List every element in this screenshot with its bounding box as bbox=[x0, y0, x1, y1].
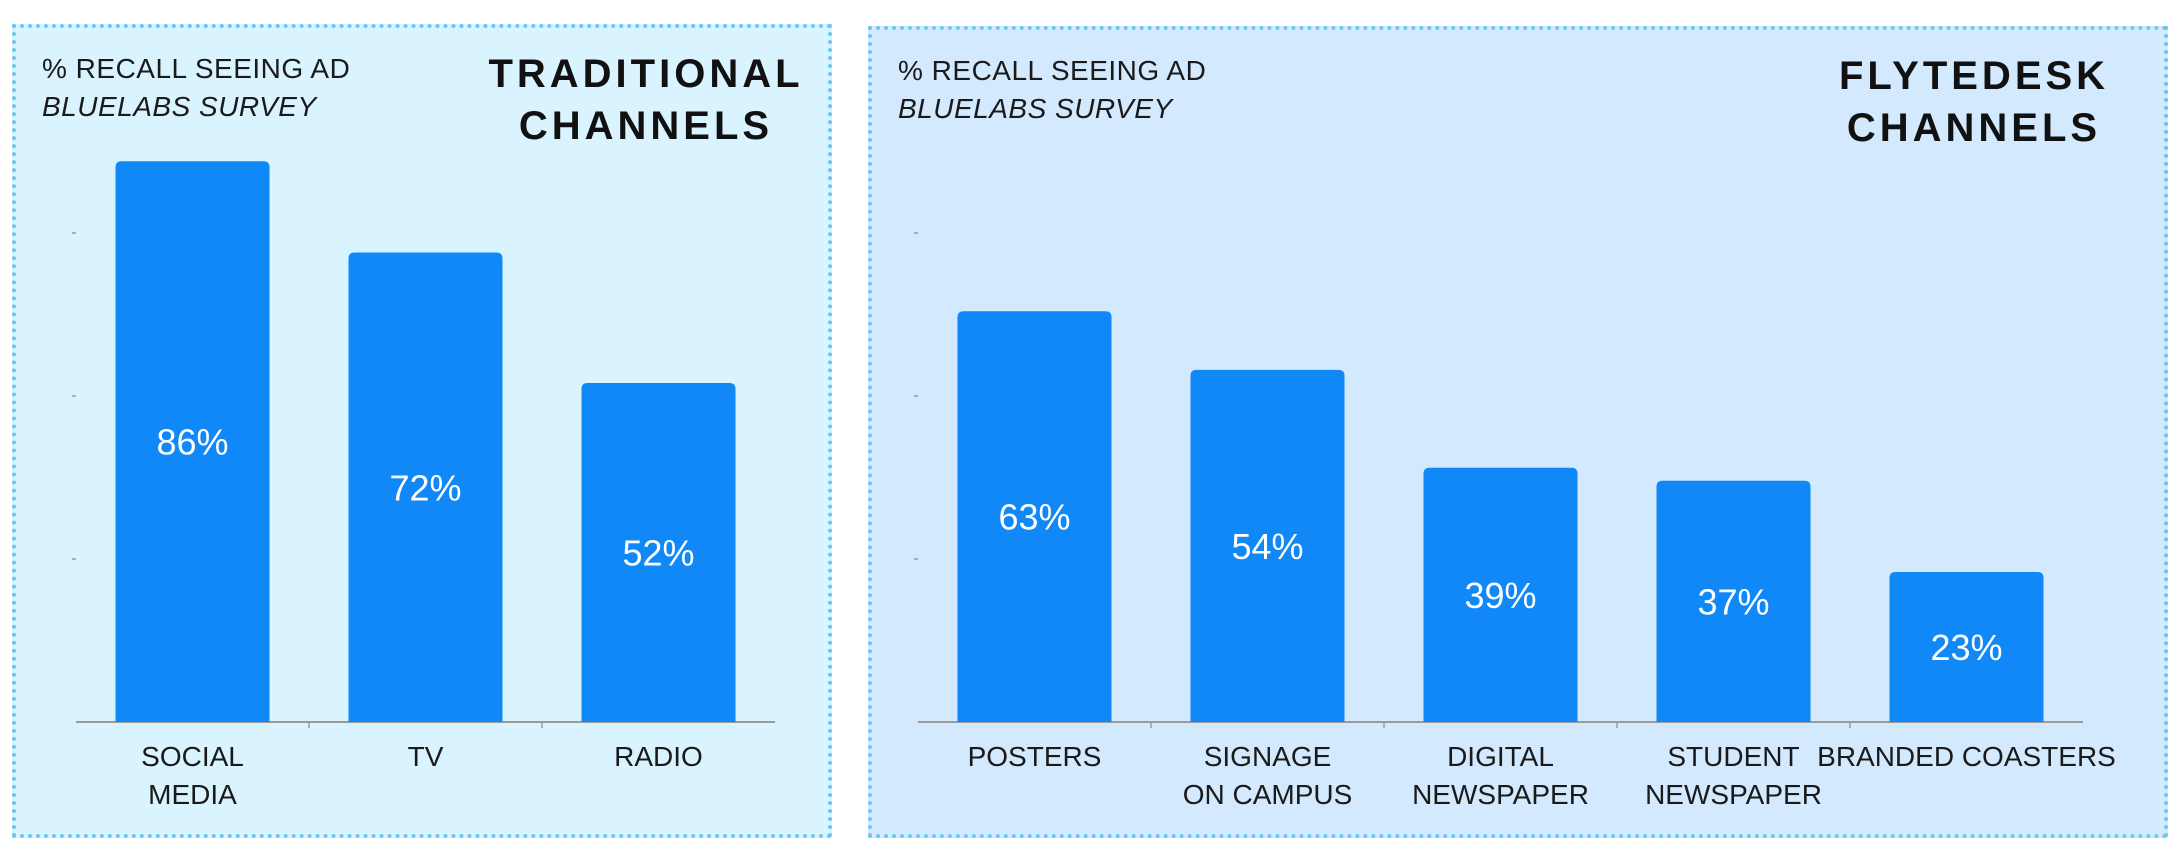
bar bbox=[1656, 480, 1811, 722]
chart-meta: % RECALL SEEING AD BLUELABS SURVEY bbox=[898, 52, 1206, 128]
panel-title-line-2: CHANNELS bbox=[518, 104, 774, 148]
traditional-channels-chart: 86% SOCIAL MEDIA 72% TV 52% RADIO bbox=[72, 161, 775, 810]
panel-title: FLYTEDESK CHANNELS bbox=[1824, 50, 2124, 154]
x-tick-label: NEWSPAPER bbox=[1645, 779, 1822, 810]
bar-value-label: 39% bbox=[1464, 575, 1536, 616]
x-tick-label: RADIO bbox=[614, 741, 703, 772]
traditional-channels-panel: % RECALL SEEING AD BLUELABS SURVEY TRADI… bbox=[12, 24, 832, 838]
bar-value-label: 37% bbox=[1697, 581, 1769, 622]
bar-value-label: 72% bbox=[389, 467, 461, 508]
flytedesk-channels-panel: % RECALL SEEING AD BLUELABS SURVEY FLYTE… bbox=[868, 26, 2168, 838]
panel-title-line-1: TRADITIONAL bbox=[488, 52, 804, 96]
y-axis-label: % RECALL SEEING AD bbox=[42, 53, 351, 84]
panel-title-line-1: FLYTEDESK bbox=[1838, 54, 2110, 98]
x-tick-label: SIGNAGE bbox=[1204, 741, 1332, 772]
chart-meta: % RECALL SEEING AD BLUELABS SURVEY bbox=[42, 50, 350, 126]
bar bbox=[581, 382, 736, 722]
panel-title: TRADITIONAL CHANNELS bbox=[486, 48, 806, 152]
survey-source: BLUELABS SURVEY bbox=[42, 91, 317, 122]
bar bbox=[1423, 467, 1578, 722]
flytedesk-channels-chart: 63% POSTERS 54% SIGNAGE ON CAMPUS 39% DIGITAL N… bbox=[914, 232, 2116, 810]
x-tick-label: STUDENT bbox=[1667, 741, 1799, 772]
x-tick-label: TV bbox=[408, 741, 444, 772]
bar bbox=[348, 252, 503, 722]
bar bbox=[1190, 369, 1345, 722]
bar-value-label: 54% bbox=[1231, 526, 1303, 567]
bar-value-label: 86% bbox=[156, 422, 228, 463]
x-tick-label: POSTERS bbox=[968, 741, 1102, 772]
x-tick-label: NEWSPAPER bbox=[1412, 779, 1589, 810]
panel-title-line-2: CHANNELS bbox=[1846, 106, 2102, 150]
bar-value-label: 23% bbox=[1930, 627, 2002, 668]
x-tick-label: DIGITAL bbox=[1447, 741, 1554, 772]
survey-source: BLUELABS SURVEY bbox=[898, 93, 1173, 124]
y-axis-label: % RECALL SEEING AD bbox=[898, 55, 1207, 86]
bar bbox=[1889, 572, 2044, 722]
x-tick-label: MEDIA bbox=[148, 779, 237, 810]
x-tick-label: SOCIAL bbox=[141, 741, 244, 772]
bar bbox=[115, 161, 270, 722]
x-tick-label: BRANDED COASTERS bbox=[1817, 741, 2116, 772]
bar bbox=[957, 311, 1112, 722]
bar-value-label: 63% bbox=[998, 497, 1070, 538]
bar-value-label: 52% bbox=[622, 532, 694, 573]
x-tick-label: ON CAMPUS bbox=[1183, 779, 1353, 810]
